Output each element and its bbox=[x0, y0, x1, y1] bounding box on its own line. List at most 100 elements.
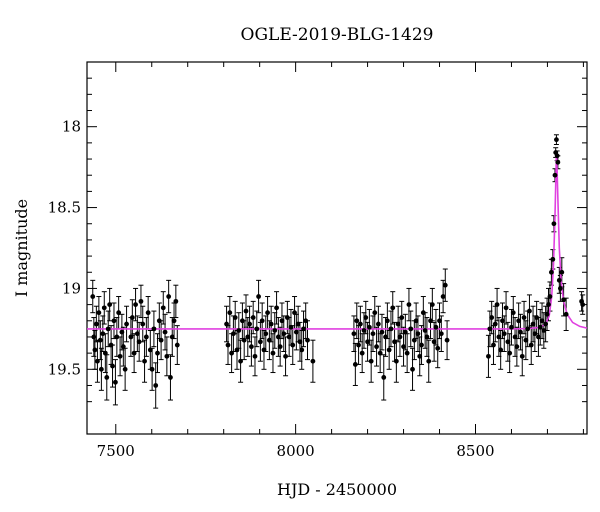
tick-labels: 7500 8000 8500 18 18.5 19 19.5 bbox=[48, 118, 495, 460]
data-point bbox=[162, 329, 168, 335]
data-point bbox=[375, 321, 381, 327]
data-point bbox=[440, 294, 446, 299]
data-point bbox=[279, 318, 285, 324]
data-point bbox=[384, 318, 390, 324]
data-point bbox=[370, 331, 376, 337]
data-point bbox=[129, 315, 135, 320]
data-point bbox=[147, 347, 153, 353]
x-tick-label: 8000 bbox=[277, 442, 315, 460]
data-point bbox=[422, 328, 428, 333]
data-point bbox=[227, 310, 233, 316]
data-point bbox=[143, 334, 149, 340]
data-point bbox=[437, 318, 442, 324]
data-point bbox=[438, 331, 444, 337]
data-point bbox=[145, 310, 151, 316]
data-point bbox=[96, 310, 102, 316]
data-point bbox=[236, 328, 242, 333]
data-point bbox=[266, 337, 272, 343]
data-point bbox=[363, 315, 369, 320]
data-point bbox=[136, 339, 142, 345]
data-point bbox=[444, 337, 450, 343]
data-point bbox=[368, 358, 374, 364]
data-point bbox=[102, 350, 108, 356]
data-point bbox=[544, 311, 550, 317]
data-point bbox=[510, 310, 516, 316]
data-point bbox=[410, 366, 415, 372]
data-point bbox=[268, 321, 274, 327]
data-point bbox=[120, 344, 126, 350]
data-point bbox=[496, 334, 502, 340]
data-point bbox=[498, 347, 504, 353]
data-point bbox=[534, 315, 540, 320]
data-point bbox=[281, 331, 287, 337]
data-point bbox=[530, 321, 536, 327]
data-point bbox=[514, 344, 520, 350]
data-point bbox=[292, 310, 297, 316]
data-point bbox=[402, 329, 408, 335]
data-point bbox=[107, 302, 113, 308]
data-point bbox=[105, 326, 111, 332]
data-point bbox=[500, 318, 505, 324]
data-point bbox=[134, 331, 140, 337]
data-point bbox=[239, 318, 245, 324]
data-point bbox=[555, 159, 561, 165]
data-point bbox=[528, 342, 534, 348]
data-point bbox=[252, 353, 258, 359]
data-point bbox=[91, 334, 97, 340]
data-point bbox=[548, 269, 554, 275]
data-point bbox=[248, 344, 254, 350]
data-point bbox=[297, 339, 303, 345]
data-point bbox=[523, 337, 529, 343]
plot-frame bbox=[86, 61, 588, 435]
data-point bbox=[352, 362, 358, 367]
data-point bbox=[426, 358, 432, 364]
data-point bbox=[101, 305, 107, 311]
data-point bbox=[395, 321, 401, 327]
data-point bbox=[419, 342, 424, 348]
data-point bbox=[379, 329, 385, 335]
data-point bbox=[415, 331, 421, 337]
data-point bbox=[111, 318, 117, 324]
data-point bbox=[505, 339, 511, 345]
data-point bbox=[388, 326, 394, 332]
data-point bbox=[532, 331, 538, 337]
data-point bbox=[580, 302, 586, 308]
x-tick-label: 7500 bbox=[97, 442, 135, 460]
data-point bbox=[310, 358, 316, 364]
data-point bbox=[404, 350, 410, 356]
data-point bbox=[546, 302, 551, 308]
data-point bbox=[225, 342, 231, 348]
data-point bbox=[356, 342, 361, 348]
data-point bbox=[541, 328, 547, 333]
data-point bbox=[256, 294, 261, 299]
data-point bbox=[131, 350, 137, 356]
data-point bbox=[153, 383, 159, 388]
data-point bbox=[539, 318, 545, 324]
data-point bbox=[501, 331, 507, 337]
data-point bbox=[491, 342, 496, 348]
data-point bbox=[374, 344, 379, 350]
data-point bbox=[547, 294, 553, 299]
data-point bbox=[486, 353, 491, 359]
data-point bbox=[557, 286, 563, 291]
data-point bbox=[156, 318, 162, 324]
data-point bbox=[265, 310, 270, 316]
data-point bbox=[224, 321, 229, 327]
y-axis-title: I magnitude bbox=[12, 199, 31, 297]
data-point bbox=[142, 358, 147, 364]
data-point bbox=[424, 334, 430, 340]
data-point bbox=[97, 337, 103, 343]
data-point bbox=[556, 277, 562, 283]
data-point bbox=[263, 331, 269, 337]
data-point bbox=[114, 334, 120, 340]
data-point bbox=[366, 324, 372, 330]
data-point bbox=[93, 321, 99, 327]
data-point bbox=[283, 353, 288, 359]
data-point bbox=[116, 310, 122, 316]
data-point bbox=[516, 318, 522, 324]
data-point bbox=[95, 358, 100, 364]
data-point bbox=[351, 331, 357, 337]
data-point bbox=[413, 318, 419, 324]
data-point bbox=[551, 221, 557, 227]
